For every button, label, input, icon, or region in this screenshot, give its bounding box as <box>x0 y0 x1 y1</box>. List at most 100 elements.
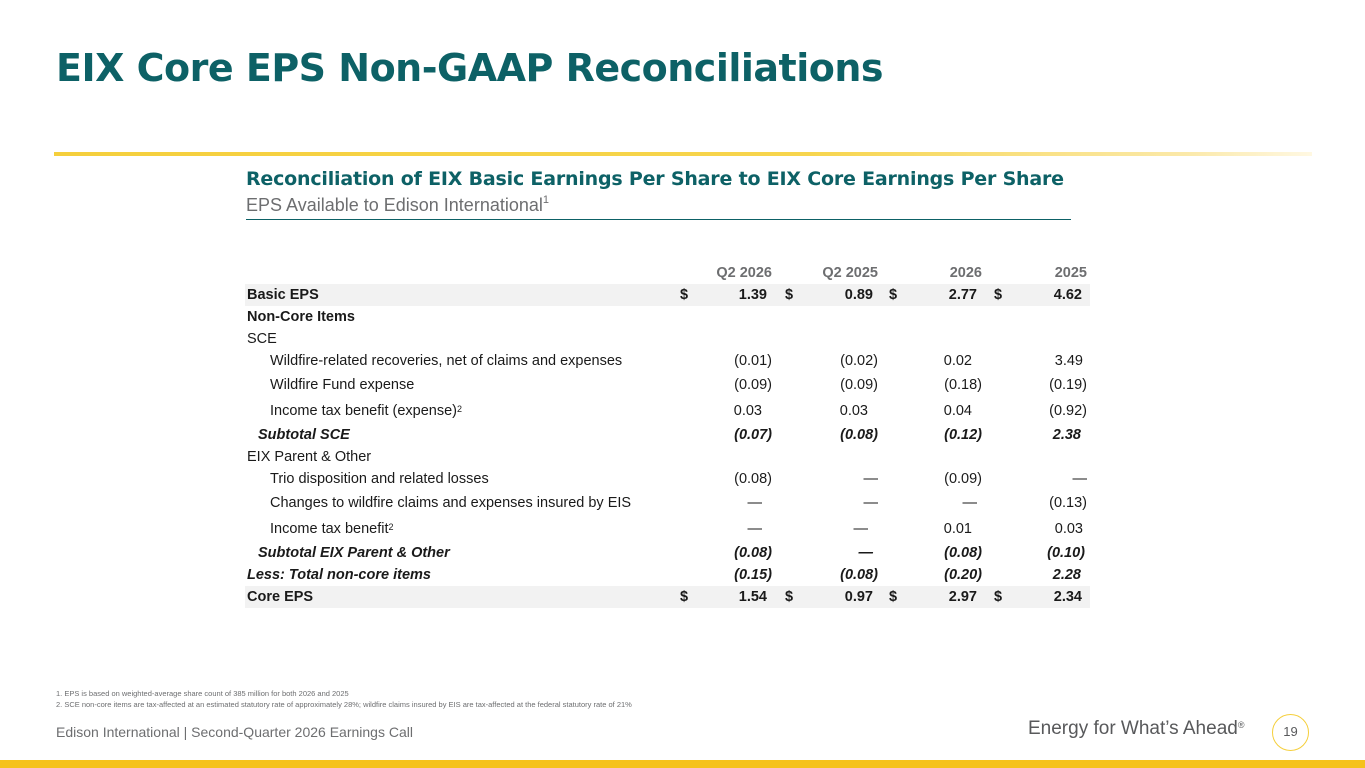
row-label: Wildfire-related recoveries, net of clai… <box>270 353 623 369</box>
registered-mark: ® <box>1237 720 1245 730</box>
row-label: Subtotal EIX Parent & Other <box>258 545 450 561</box>
currency-symbol: $ <box>889 589 898 605</box>
currency-symbol: $ <box>785 287 794 303</box>
table-cell: 2.28 <box>1052 567 1081 583</box>
table-cell: — <box>853 521 869 537</box>
table-cell: (0.08) <box>840 567 878 583</box>
currency-symbol: $ <box>680 287 689 303</box>
row-label: Core EPS <box>247 589 314 605</box>
page-title: EIX Core EPS Non-GAAP Reconciliations <box>56 46 884 90</box>
table-row: Trio disposition and related losses (0.0… <box>245 468 1090 492</box>
row-label: SCE <box>247 331 277 347</box>
table-cell: 1.54 <box>738 589 767 605</box>
brand-tagline-text: Energy for What’s Ahead <box>1028 718 1238 739</box>
table-cell: (0.12) <box>944 427 982 443</box>
row-label: EIX Parent & Other <box>247 449 372 465</box>
table-cell: (0.08) <box>944 545 982 561</box>
section-caption-text: EPS Available to Edison International <box>246 195 543 215</box>
currency-symbol: $ <box>785 589 794 605</box>
currency-symbol: $ <box>889 287 898 303</box>
table-cell: — <box>747 521 763 537</box>
table-cell: (0.13) <box>1049 495 1087 511</box>
footnote: 2. SCE non-core items are tax-affected a… <box>56 700 632 709</box>
title-divider <box>54 152 1312 156</box>
table-row: Changes to wildfire claims and expenses … <box>245 492 1090 516</box>
table-cell: 1.39 <box>738 287 767 303</box>
table-cell: 0.01 <box>943 521 972 537</box>
column-header: Q2 2025 <box>822 265 878 281</box>
table-cell: 2.77 <box>948 287 977 303</box>
currency-symbol: $ <box>680 589 689 605</box>
table-row: Wildfire Fund expense (0.09) (0.09) (0.1… <box>245 374 1090 398</box>
row-label: Changes to wildfire claims and expenses … <box>270 495 632 511</box>
table-header-row: Q2 2026 Q2 2025 2026 2025 <box>245 262 1090 284</box>
table-cell: (0.92) <box>1049 403 1087 419</box>
table-cell: — <box>962 495 978 511</box>
section-divider <box>246 219 1071 220</box>
row-label: Subtotal SCE <box>258 427 350 443</box>
footnote-marker: 2 <box>457 404 463 414</box>
currency-symbol: $ <box>994 287 1003 303</box>
row-label: Non-Core Items <box>247 309 355 325</box>
table-row-basic-eps: Basic EPS $ 1.39 $ 0.89 $ 2.77 $ 4.62 <box>245 284 1090 306</box>
footnote-marker: 2 <box>388 522 394 532</box>
section-caption: EPS Available to Edison International1 <box>246 194 549 216</box>
table-cell: (0.10) <box>1047 545 1085 561</box>
table-row-subtotal-parent: Subtotal EIX Parent & Other (0.08) — (0.… <box>245 542 1090 564</box>
table-cell: 4.62 <box>1053 287 1082 303</box>
table-cell: 0.03 <box>1054 521 1083 537</box>
table-cell: (0.08) <box>734 545 772 561</box>
table-cell: (0.02) <box>840 353 878 369</box>
footnote: 1. EPS is based on weighted-average shar… <box>56 689 349 698</box>
table-cell: — <box>747 495 763 511</box>
table-row-total-non-core: Less: Total non-core items (0.15) (0.08)… <box>245 564 1090 586</box>
table-row: Wildfire-related recoveries, net of clai… <box>245 350 1090 374</box>
table-cell: (0.20) <box>944 567 982 583</box>
section-caption-footnote: 1 <box>542 194 549 206</box>
row-label: Income tax benefit2 <box>270 518 394 540</box>
table-cell: 0.97 <box>844 589 873 605</box>
table-cell: (0.18) <box>944 377 982 393</box>
table-cell: 0.02 <box>943 353 972 369</box>
row-label: Wildfire Fund expense <box>270 377 415 393</box>
table-cell: 2.34 <box>1053 589 1082 605</box>
column-header: 2025 <box>1054 265 1087 281</box>
footer-company: Edison International | Second-Quarter 20… <box>56 724 413 740</box>
table-cell: (0.15) <box>734 567 772 583</box>
table-cell: — <box>858 545 874 561</box>
table-cell: 0.03 <box>733 403 762 419</box>
table-cell: (0.08) <box>840 427 878 443</box>
section-heading: Reconciliation of EIX Basic Earnings Per… <box>246 168 1064 190</box>
column-header: 2026 <box>949 265 982 281</box>
row-label: Income tax benefit (expense)2 <box>270 400 462 422</box>
table-cell: (0.09) <box>734 377 772 393</box>
table-cell: 2.97 <box>948 589 977 605</box>
table-cell: (0.09) <box>944 471 982 487</box>
table-cell: — <box>863 471 879 487</box>
table-row-subtotal-sce: Subtotal SCE (0.07) (0.08) (0.12) 2.38 <box>245 424 1090 446</box>
row-label: Less: Total non-core items <box>247 567 431 583</box>
brand-tagline: Energy for What’s Ahead® <box>1028 718 1244 740</box>
row-label-text: Income tax benefit <box>270 521 389 537</box>
table-cell: 2.38 <box>1052 427 1081 443</box>
table-cell: (0.07) <box>734 427 772 443</box>
table-row-sce-heading: SCE <box>245 328 1090 350</box>
column-header: Q2 2026 <box>716 265 772 281</box>
row-label: Basic EPS <box>247 287 319 303</box>
eps-reconciliation-table: Q2 2026 Q2 2025 2026 2025 Basic EPS $ 1.… <box>245 262 1090 608</box>
table-row: Income tax benefit (expense)2 0.03 0.03 … <box>245 398 1090 424</box>
table-row-parent-heading: EIX Parent & Other <box>245 446 1090 468</box>
table-cell: 3.49 <box>1054 353 1083 369</box>
table-cell: 0.89 <box>844 287 873 303</box>
table-cell: 0.04 <box>943 403 972 419</box>
table-cell: 0.03 <box>839 403 868 419</box>
table-row: Income tax benefit2 — — 0.01 0.03 <box>245 516 1090 542</box>
currency-symbol: $ <box>994 589 1003 605</box>
table-cell: — <box>863 495 879 511</box>
table-cell: — <box>1072 471 1088 487</box>
table-cell: (0.19) <box>1049 377 1087 393</box>
table-cell: (0.08) <box>734 471 772 487</box>
table-row-non-core-heading: Non-Core Items <box>245 306 1090 328</box>
row-label: Trio disposition and related losses <box>270 471 489 487</box>
table-cell: (0.09) <box>840 377 878 393</box>
